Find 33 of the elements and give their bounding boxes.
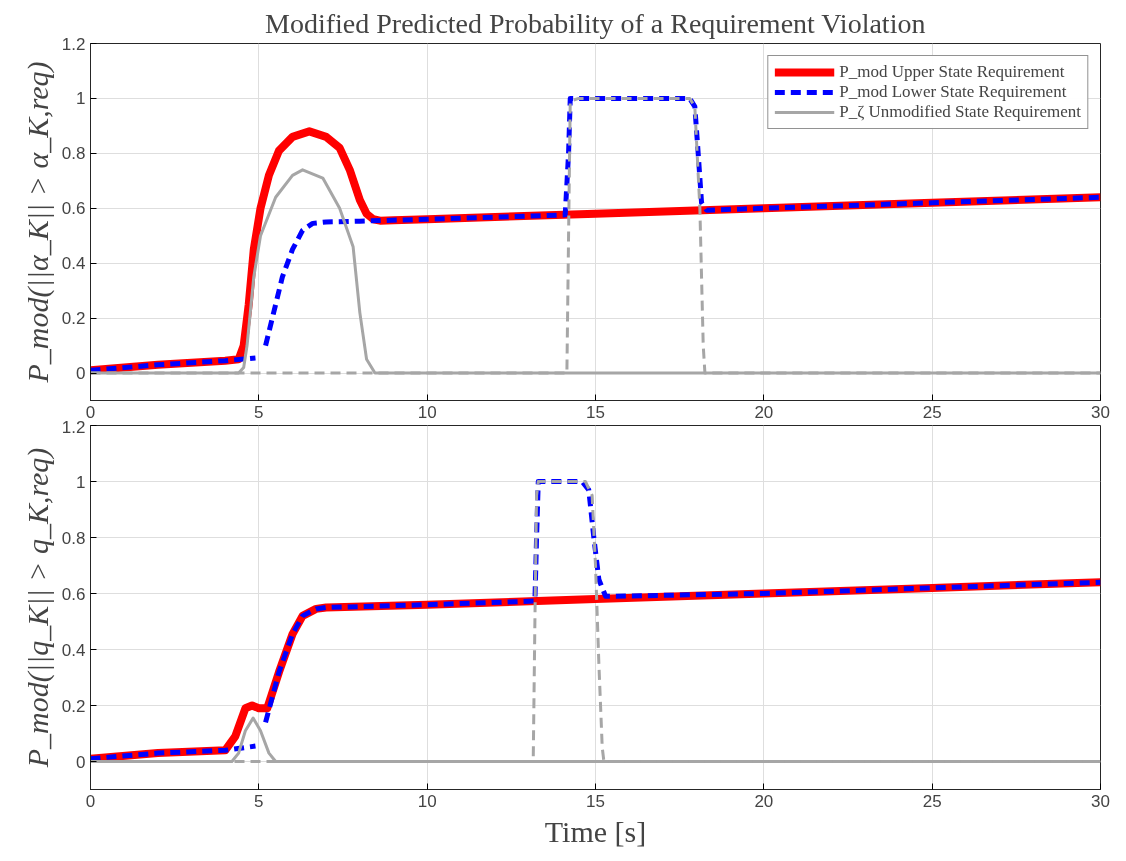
x-tick-label: 10 (417, 791, 437, 811)
y-tick-label: 0.4 (61, 640, 86, 660)
legend-label: P_mod Upper State Requirement (839, 62, 1065, 82)
y-tick-label: 0.2 (61, 309, 86, 329)
y-tick-label: 0.6 (61, 199, 86, 219)
x-tick-label: 20 (754, 402, 774, 422)
y-tick-label: 1.2 (61, 417, 86, 437)
y-tick-label: 1 (76, 89, 86, 109)
y-tick-label: 0.2 (61, 696, 86, 716)
y-tick-label: 1.2 (61, 34, 86, 54)
y-axis-title: P_mod(||q_K|| > q_K,req) (20, 447, 55, 769)
x-tick-label: 20 (754, 791, 774, 811)
chart-title: Modified Predicted Probability of a Requirement Violation (265, 7, 926, 39)
y-tick-label: 0.4 (61, 254, 86, 274)
y-tick-label: 0 (76, 752, 86, 772)
x-tick-label: 25 (922, 402, 942, 422)
x-tick-label: 10 (417, 402, 437, 422)
x-tick-label: 25 (922, 791, 942, 811)
y-tick-label: 0 (76, 364, 86, 384)
x-tick-label: 5 (254, 402, 264, 422)
legend-label: P_ζ Unmodified State Requirement (839, 102, 1081, 122)
y-axis-title: P_mod(||α_K|| > α_K,req) (20, 61, 55, 384)
x-tick-label: 15 (586, 791, 605, 811)
x-tick-label: 30 (1091, 791, 1110, 811)
x-tick-label: 15 (586, 402, 605, 422)
y-tick-label: 0.8 (61, 144, 86, 164)
legend-label: P_mod Lower State Requirement (839, 82, 1067, 102)
y-tick-label: 1 (76, 472, 86, 492)
y-tick-label: 0.6 (61, 584, 86, 604)
x-axis-title: Time [s] (544, 814, 647, 848)
x-tick-label: 30 (1091, 402, 1110, 422)
y-tick-label: 0.8 (61, 528, 86, 548)
x-tick-label: 5 (254, 791, 264, 811)
